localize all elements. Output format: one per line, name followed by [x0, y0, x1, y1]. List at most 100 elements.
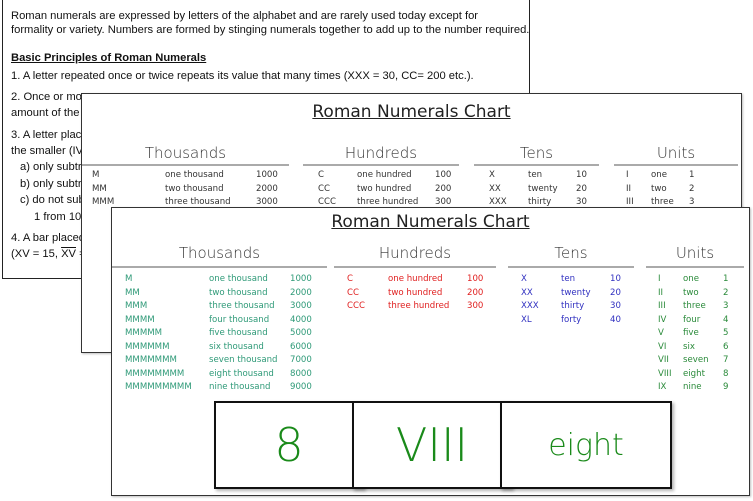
- principle-line: 1 from 10: [34, 211, 82, 223]
- value-cell: 1: [689, 170, 695, 180]
- section-divider: [82, 164, 289, 166]
- value-cell: 1: [723, 274, 729, 284]
- word-cell: one: [651, 170, 667, 180]
- section-header-tens: Tens: [519, 144, 554, 162]
- value-cell: 9: [723, 382, 729, 392]
- word-cell: forty: [561, 314, 582, 325]
- roman-cell: XX: [521, 287, 533, 298]
- section-header-thousands: Thousands: [178, 244, 261, 262]
- overlined-numeral: XV: [61, 248, 76, 260]
- section-header-units: Units: [656, 144, 696, 162]
- roman-cell: MMMMMMMMM: [125, 382, 192, 392]
- word-cell: nine: [683, 382, 702, 392]
- word-cell: three: [683, 301, 706, 311]
- word-cell: ten: [561, 274, 576, 284]
- word-cell: twenty: [528, 183, 558, 194]
- roman-cell: V: [658, 328, 664, 338]
- word-cell: eight: [683, 368, 705, 379]
- principle-line: a) only subtra: [20, 161, 88, 173]
- value-cell: 20: [576, 183, 587, 194]
- value-cell: 30: [576, 197, 587, 207]
- principle-line: b) only subtra: [20, 178, 88, 190]
- word-cell: two hundred: [388, 287, 443, 298]
- value-cell: 3000: [290, 301, 312, 311]
- word-cell: three hundred: [357, 197, 419, 207]
- roman-cell: XL: [521, 314, 532, 325]
- roman-cell: VII: [658, 355, 669, 365]
- roman-cell: MMMMM: [125, 328, 163, 338]
- word-cell: one hundred: [388, 274, 443, 284]
- section-divider: [474, 164, 599, 166]
- roman-cell: MMMM: [125, 314, 155, 325]
- value-cell: 4000: [290, 314, 312, 325]
- word-cell: one: [683, 274, 699, 284]
- value-cell: 3000: [256, 197, 278, 207]
- section-divider: [112, 266, 327, 268]
- value-cell: 2: [689, 183, 695, 194]
- chart-title: Roman Numerals Chart: [112, 212, 749, 232]
- principle-line: amount of the: [11, 107, 80, 119]
- value-cell: 7000: [290, 355, 312, 365]
- flashcard-roman[interactable]: VIII: [352, 401, 512, 489]
- section-divider: [614, 164, 738, 166]
- roman-cell: XX: [489, 183, 501, 194]
- roman-cell: VI: [658, 341, 667, 352]
- chart-title: Roman Numerals Chart: [82, 102, 741, 122]
- roman-cell: CC: [347, 287, 360, 298]
- value-cell: 40: [610, 314, 621, 325]
- section-divider: [646, 266, 744, 268]
- roman-cell: MMMMMMMM: [125, 368, 185, 379]
- principles-heading: Basic Principles of Roman Numerals: [11, 52, 207, 64]
- value-cell: 2000: [256, 183, 278, 194]
- section-divider: [303, 164, 459, 166]
- roman-cell: M: [92, 170, 100, 180]
- word-cell: six thousand: [209, 341, 264, 352]
- section-header-units: Units: [675, 244, 715, 262]
- flashcard-digit[interactable]: 8: [214, 401, 364, 489]
- word-cell: thirty: [528, 197, 552, 207]
- word-cell: ten: [528, 170, 543, 180]
- word-cell: one thousand: [209, 274, 268, 284]
- value-cell: 5000: [290, 328, 312, 338]
- value-cell: 2000: [290, 287, 312, 298]
- word-cell: nine thousand: [209, 382, 271, 392]
- word-cell: two: [651, 183, 667, 194]
- value-cell: 300: [467, 301, 484, 311]
- roman-cell: X: [489, 170, 495, 180]
- roman-cell: II: [626, 183, 632, 194]
- roman-cell: MMM: [125, 301, 148, 311]
- roman-cell: CCC: [318, 197, 337, 207]
- word-cell: five thousand: [209, 328, 268, 338]
- roman-cell: MMMMMMM: [125, 355, 177, 365]
- roman-cell: I: [658, 274, 661, 284]
- value-cell: 7: [723, 355, 729, 365]
- section-divider: [334, 266, 496, 268]
- roman-cell: M: [125, 274, 133, 284]
- roman-cell: MMM: [92, 197, 115, 207]
- word-cell: three hundred: [388, 301, 450, 311]
- value-cell: 20: [610, 287, 621, 298]
- roman-cell: MM: [125, 287, 140, 298]
- word-cell: two: [683, 287, 699, 298]
- value-cell: 300: [435, 197, 452, 207]
- roman-cell: IV: [658, 314, 667, 325]
- roman-cell: X: [521, 274, 527, 284]
- value-cell: 1000: [290, 274, 312, 284]
- intro-line-1: Roman numerals are expressed by letters …: [11, 10, 479, 22]
- value-cell: 6000: [290, 341, 312, 352]
- word-cell: three thousand: [165, 197, 231, 207]
- value-cell: 8000: [290, 368, 312, 379]
- value-cell: 1000: [256, 170, 278, 180]
- roman-cell: IX: [658, 382, 667, 392]
- principle-line: 1. A letter repeated once or twice repea…: [11, 70, 474, 82]
- roman-cell: CCC: [347, 301, 366, 311]
- principle-line: the smaller (IV: [11, 145, 84, 157]
- word-cell: seven thousand: [209, 355, 278, 365]
- value-cell: 8: [723, 368, 729, 379]
- word-cell: one hundred: [357, 170, 412, 180]
- section-header-thousands: Thousands: [144, 144, 227, 162]
- value-cell: 3: [689, 197, 695, 207]
- roman-cell: III: [626, 197, 634, 207]
- flashcard-word[interactable]: eight: [500, 401, 672, 489]
- value-cell: 10: [576, 170, 587, 180]
